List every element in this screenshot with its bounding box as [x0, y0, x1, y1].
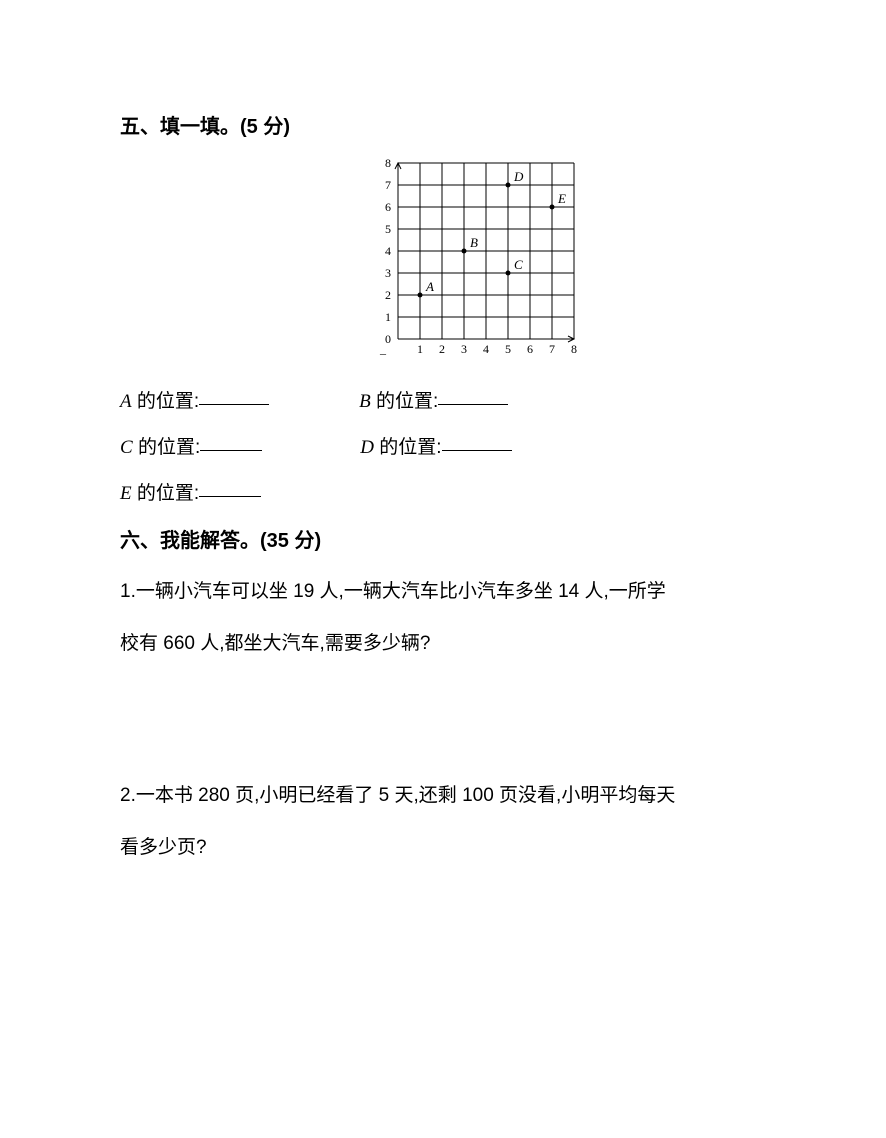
question-2: 2.一本书 280 页,小明已经看了 5 天,还剩 100 页没看,小明平均每天… [120, 775, 766, 869]
text-d-suffix: 的位置: [374, 437, 442, 458]
svg-text:4: 4 [483, 342, 489, 356]
label-b: B [359, 391, 371, 412]
label-d: D [360, 437, 374, 458]
svg-text:2: 2 [439, 342, 445, 356]
text-c-suffix: 的位置: [133, 437, 201, 458]
fill-row-2: C 的位置:D 的位置: [120, 427, 766, 469]
svg-text:E: E [557, 191, 566, 206]
svg-text:4: 4 [385, 244, 391, 258]
question-1: 1.一辆小汽车可以坐 19 人,一辆大汽车比小汽车多坐 14 人,一所学 校有 … [120, 571, 766, 665]
blank-e[interactable] [199, 479, 261, 497]
blank-c[interactable] [200, 433, 262, 451]
svg-text:7: 7 [549, 342, 555, 356]
fill-row-3: E 的位置: [120, 473, 766, 515]
q2-line2: 看多少页? [120, 827, 766, 869]
blank-d[interactable] [442, 433, 512, 451]
svg-text:_: _ [379, 342, 387, 356]
text-e-suffix: 的位置: [132, 483, 200, 504]
section5-header: 五、填一填。(5 分) [120, 110, 766, 139]
svg-text:D: D [513, 169, 524, 184]
svg-text:1: 1 [385, 310, 391, 324]
svg-text:6: 6 [385, 200, 391, 214]
svg-text:B: B [470, 235, 478, 250]
svg-text:7: 7 [385, 178, 391, 192]
blank-b[interactable] [438, 387, 508, 405]
label-e: E [120, 483, 132, 504]
svg-text:5: 5 [505, 342, 511, 356]
svg-text:8: 8 [385, 157, 391, 170]
svg-text:5: 5 [385, 222, 391, 236]
q1-line1: 1.一辆小汽车可以坐 19 人,一辆大汽车比小汽车多坐 14 人,一所学 [120, 571, 766, 613]
svg-text:3: 3 [385, 266, 391, 280]
section6-header: 六、我能解答。(35 分) [120, 524, 766, 553]
text-a-suffix: 的位置: [132, 391, 200, 412]
svg-text:3: 3 [461, 342, 467, 356]
svg-text:8: 8 [571, 342, 577, 356]
svg-text:1: 1 [417, 342, 423, 356]
blank-a[interactable] [199, 387, 269, 405]
q2-line1: 2.一本书 280 页,小明已经看了 5 天,还剩 100 页没看,小明平均每天 [120, 775, 766, 817]
label-a: A [120, 391, 132, 412]
coordinate-grid-chart: 01234567812345678_ABCDE [376, 157, 580, 359]
q1-line2: 校有 660 人,都坐大汽车,需要多少辆? [120, 623, 766, 665]
chart-container: 01234567812345678_ABCDE [190, 157, 766, 359]
svg-text:6: 6 [527, 342, 533, 356]
svg-text:A: A [425, 279, 434, 294]
label-c: C [120, 437, 133, 458]
svg-text:2: 2 [385, 288, 391, 302]
svg-text:C: C [514, 257, 523, 272]
fill-row-1: A 的位置:B 的位置: [120, 381, 766, 423]
text-b-suffix: 的位置: [371, 391, 439, 412]
